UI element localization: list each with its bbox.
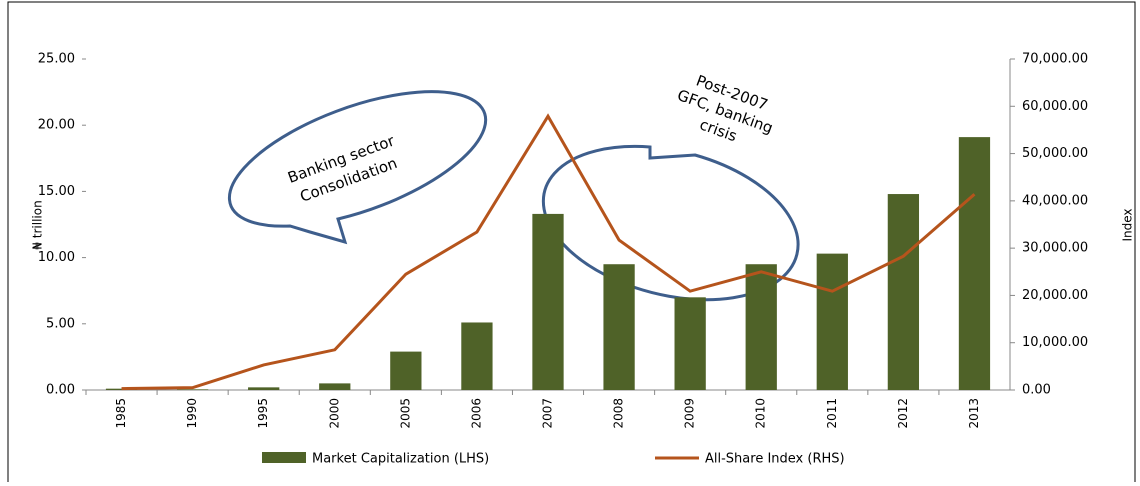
y2-tick-label: 0.00 bbox=[1022, 383, 1051, 398]
legend-label: All-Share Index (RHS) bbox=[705, 452, 845, 467]
bar bbox=[887, 194, 920, 390]
x-tick-label: 2000 bbox=[327, 398, 341, 429]
y-axis-label: ₦ trillion bbox=[31, 200, 45, 249]
bubble-shape bbox=[541, 144, 800, 302]
y2-tick-label: 10,000.00 bbox=[1022, 335, 1088, 350]
frame bbox=[7, 1, 1136, 486]
x-tick-label: 2012 bbox=[896, 398, 910, 429]
bar bbox=[105, 388, 138, 390]
x-tick-label: 2008 bbox=[612, 398, 626, 429]
bubble-2 bbox=[541, 144, 800, 302]
x-tick-label: 2006 bbox=[469, 398, 483, 429]
y2-tick-label: 60,000.00 bbox=[1022, 99, 1088, 114]
bar bbox=[958, 137, 991, 390]
y2-tick-label: 40,000.00 bbox=[1022, 193, 1088, 208]
y2-axis-label: Index bbox=[1121, 208, 1135, 241]
x-tick-label: 2011 bbox=[825, 398, 839, 429]
x-tick-label: 2010 bbox=[754, 398, 768, 429]
legend-swatch bbox=[262, 452, 306, 463]
bar bbox=[745, 264, 777, 390]
y-tick-label: 10.00 bbox=[38, 250, 75, 265]
bar bbox=[674, 297, 706, 390]
bar bbox=[461, 322, 493, 390]
y-tick-label: 5.00 bbox=[46, 316, 75, 331]
x-tick-label: 1985 bbox=[114, 398, 128, 429]
x-tick-label: 2007 bbox=[541, 398, 555, 429]
x-tick-label: 2009 bbox=[683, 398, 697, 429]
bar bbox=[532, 213, 564, 390]
legend-label: Market Capitalization (LHS) bbox=[312, 452, 489, 467]
line bbox=[121, 113, 976, 391]
x-tick-label: 1995 bbox=[256, 398, 270, 429]
bar bbox=[176, 389, 209, 390]
x-tick-label: 2005 bbox=[398, 398, 412, 429]
y2-tick-label: 30,000.00 bbox=[1022, 241, 1088, 256]
bar bbox=[390, 351, 422, 390]
x-tick-label: 2013 bbox=[967, 398, 981, 429]
bar bbox=[319, 383, 351, 390]
y-tick-label: 20.00 bbox=[38, 118, 75, 133]
y2-tick-label: 70,000.00 bbox=[1022, 52, 1088, 67]
y2-tick-label: 20,000.00 bbox=[1022, 288, 1088, 303]
bubble-shape bbox=[227, 90, 488, 245]
bar bbox=[603, 264, 635, 390]
bar bbox=[248, 387, 280, 390]
bar bbox=[816, 253, 848, 390]
y2-tick-label: 50,000.00 bbox=[1022, 146, 1088, 161]
x-tick-label: 1990 bbox=[185, 398, 199, 429]
y-tick-label: 15.00 bbox=[38, 184, 75, 199]
bubble-1 bbox=[227, 90, 488, 245]
y-tick-label: 25.00 bbox=[38, 52, 75, 67]
y-tick-label: 0.00 bbox=[46, 383, 75, 398]
